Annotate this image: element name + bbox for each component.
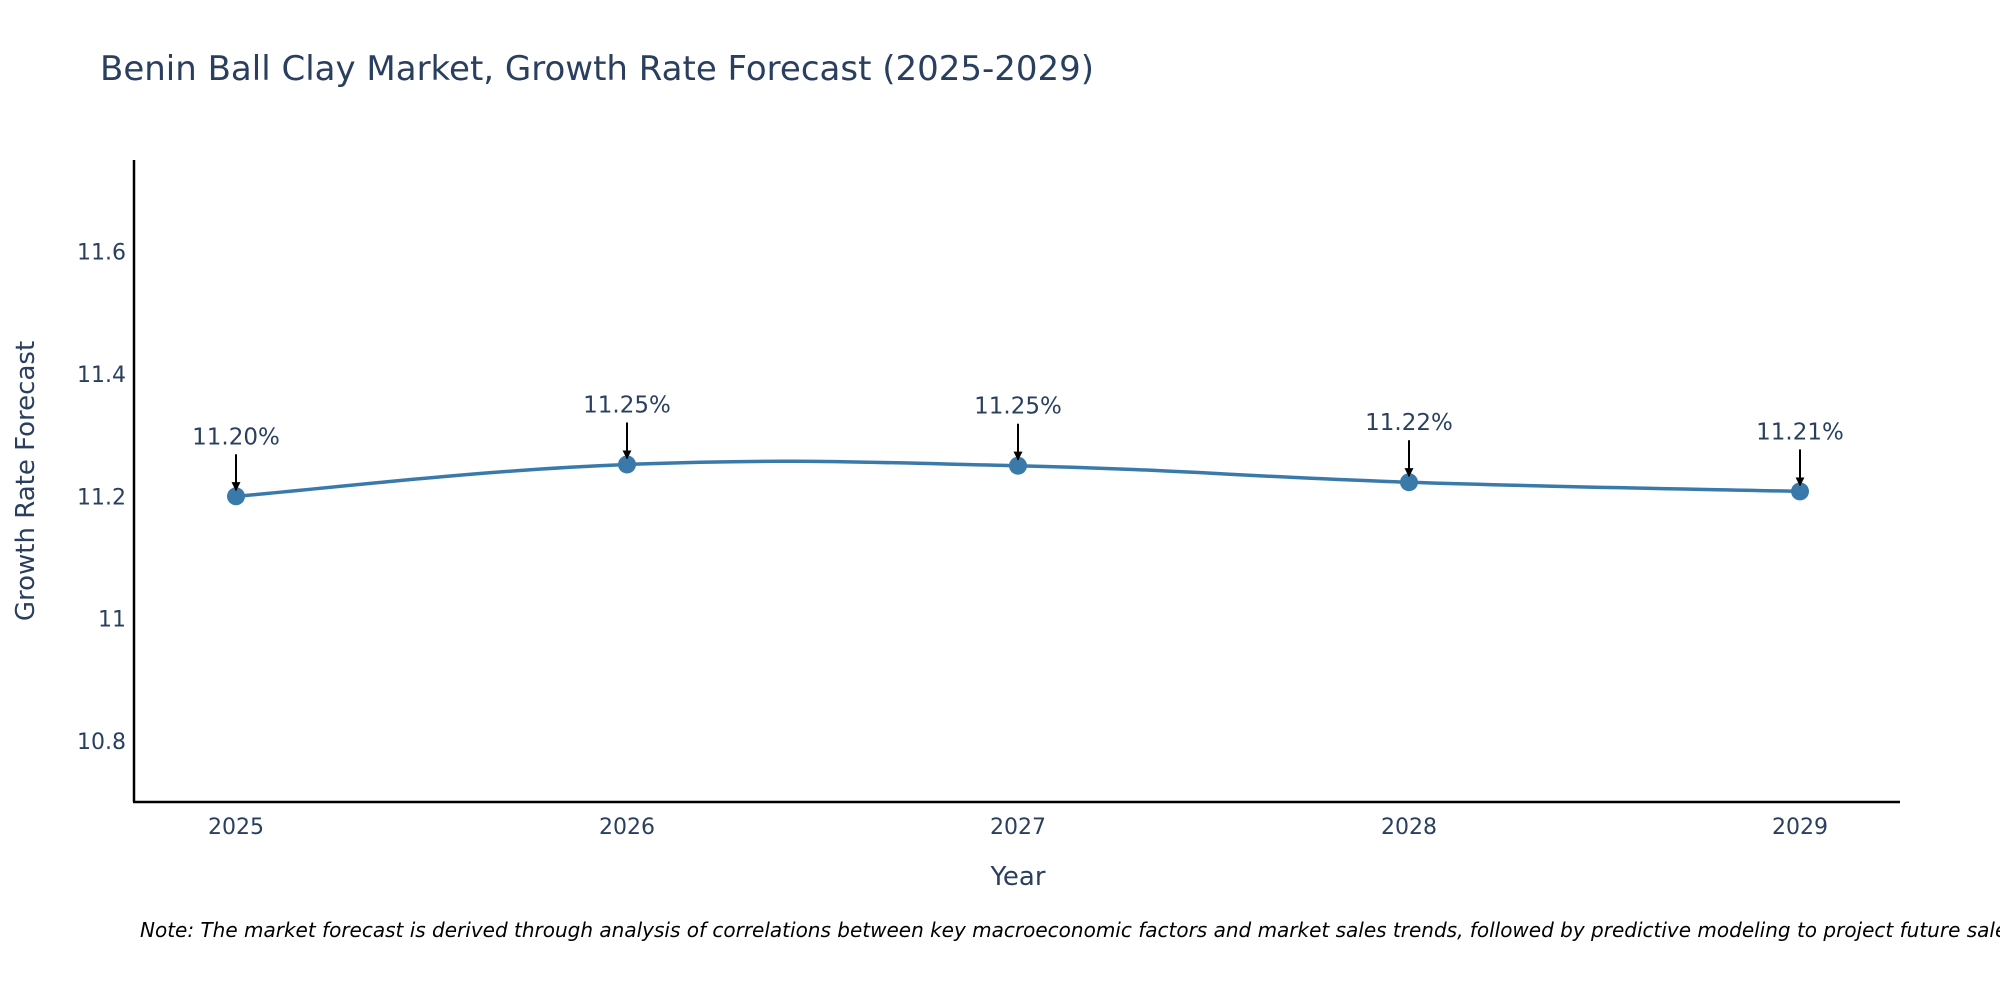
x-tick-label: 2027 (990, 815, 1046, 840)
x-tick-label: 2026 (599, 815, 655, 840)
x-tick-label: 2025 (208, 815, 264, 840)
y-tick-label: 10.8 (77, 730, 126, 755)
data-label: 11.22% (1365, 410, 1453, 436)
y-tick-label: 11.2 (77, 485, 126, 510)
data-labels: 11.20% 11.25% 11.25% 11.22% 11.21% (192, 392, 1844, 492)
data-point (1791, 482, 1809, 501)
data-label: 11.21% (1756, 419, 1844, 445)
data-point (618, 455, 636, 474)
data-points (227, 455, 1809, 506)
data-label: 11.25% (974, 394, 1062, 420)
footnote: Note: The market forecast is derived thr… (140, 918, 2000, 942)
x-axis-title: Year (989, 862, 1045, 892)
data-label: 11.20% (192, 424, 280, 450)
x-tick-label: 2028 (1381, 815, 1437, 840)
data-label: 11.25% (583, 392, 671, 418)
x-axis-ticks: 2025 2026 2027 2028 2029 (208, 815, 1828, 840)
data-point (1009, 456, 1027, 475)
y-axis-title: Growth Rate Forecast (11, 341, 41, 621)
data-point (227, 487, 245, 506)
data-point (1400, 473, 1418, 492)
y-axis-ticks: 10.8 11 11.2 11.4 11.6 (77, 241, 126, 755)
y-tick-label: 11 (98, 608, 126, 633)
x-tick-label: 2029 (1772, 815, 1828, 840)
y-tick-label: 11.4 (77, 363, 126, 388)
y-tick-label: 11.6 (77, 241, 126, 266)
chart-title: Benin Ball Clay Market, Growth Rate Fore… (100, 49, 1094, 89)
